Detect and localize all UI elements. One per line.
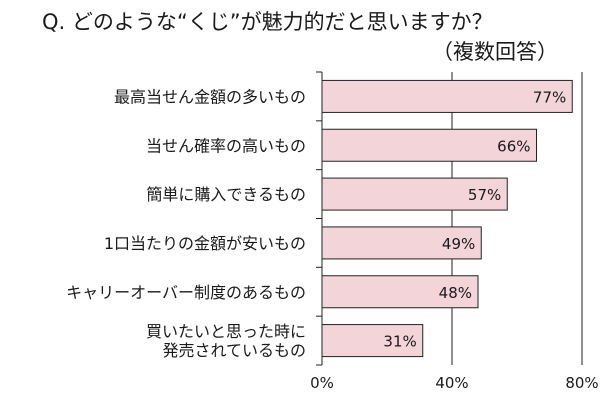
bar-value-label-3: 57% [468, 186, 501, 204]
chart-title: Q. どのような“くじ”が魅力的だと思いますか？ [42, 10, 493, 34]
bar-value-label-4: 49% [442, 235, 475, 253]
category-label-6-line-1: 買いたいと思った時に [146, 322, 306, 341]
category-label-1: 最高当せん金額の多いもの [114, 87, 306, 106]
bar-value-label-1: 77% [533, 88, 566, 106]
bar-value-label-2: 66% [497, 137, 530, 155]
x-tick-label-80: 80% [565, 374, 598, 392]
bar-value-label-6: 31% [383, 333, 416, 351]
bar-3 [321, 177, 508, 211]
bar-4 [321, 226, 482, 260]
category-label-5: キャリーオーバー制度のあるもの [66, 283, 306, 302]
category-label-6-line-2: 発売されているもの [162, 341, 306, 360]
x-tick-label-0: 0% [310, 374, 334, 392]
bar-6 [321, 324, 424, 358]
category-label-2: 当せん確率の高いもの [146, 136, 306, 155]
x-tick-label-40: 40% [435, 374, 468, 392]
bar-5 [321, 275, 479, 309]
bar-value-label-5: 48% [439, 284, 472, 302]
chart-subtitle: （複数回答） [432, 40, 558, 64]
category-label-3: 簡単に購入できるもの [146, 185, 306, 204]
bar-2 [321, 128, 537, 162]
category-label-4: 1口当たりの金額が安いもの [104, 234, 306, 253]
